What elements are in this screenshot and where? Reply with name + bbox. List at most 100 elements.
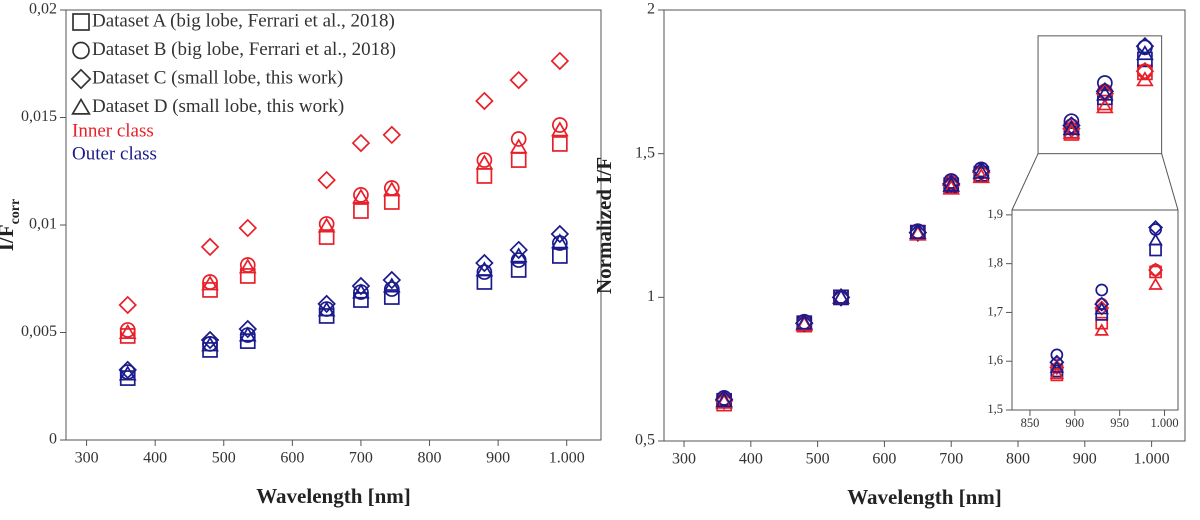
marker-triangle	[908, 223, 927, 240]
marker-triangle	[475, 154, 494, 170]
marker-diamond	[351, 133, 371, 153]
marker-circle	[476, 152, 493, 168]
marker-diamond	[118, 360, 137, 380]
marker-diamond	[1062, 119, 1081, 138]
marker-circle	[1095, 283, 1109, 297]
marker-square	[353, 203, 369, 219]
y-tick-label: 0,01	[29, 216, 57, 233]
marker-diamond	[382, 125, 402, 145]
x-tick-label: 600	[280, 450, 304, 467]
marker-triangle	[201, 275, 219, 291]
marker-diamond	[1135, 61, 1155, 81]
marker-triangle	[509, 138, 528, 154]
marker-triangle	[1094, 323, 1109, 336]
y-tick-label: 0	[49, 431, 57, 448]
marker-triangle	[1136, 44, 1154, 61]
marker-square	[72, 13, 90, 31]
marker-square	[383, 289, 400, 305]
x-axis-label: Wavelength [nm]	[847, 485, 1002, 509]
marker-diamond	[972, 161, 991, 181]
y-tick-label: 1,9	[987, 207, 1003, 221]
marker-triangle	[795, 314, 814, 330]
marker-diamond	[351, 276, 371, 296]
marker-circle	[476, 264, 493, 280]
y-axis-label-main: I/F	[0, 224, 18, 251]
marker-diamond	[972, 163, 991, 182]
legend-label: Dataset D (small lobe, this work)	[92, 96, 344, 117]
marker-triangle	[972, 163, 991, 179]
marker-triangle	[352, 188, 370, 204]
marker-diamond	[317, 294, 336, 314]
x-tick-label: 300	[672, 451, 696, 468]
marker-triangle	[238, 258, 257, 274]
marker-diamond	[509, 70, 528, 90]
zoom-connector	[1011, 153, 1039, 211]
legend-label: Dataset A (big lobe, Ferrari et al., 201…	[92, 10, 395, 31]
x-tick-label: 600	[872, 451, 896, 468]
marker-circle	[1063, 113, 1080, 130]
marker-diamond	[200, 237, 220, 257]
y-tick-label: 1,5	[987, 402, 1003, 416]
marker-triangle	[715, 392, 733, 408]
marker-diamond	[475, 91, 494, 111]
marker-square	[239, 268, 256, 284]
marker-diamond	[1095, 84, 1115, 103]
marker-triangle	[201, 336, 219, 352]
marker-square	[1095, 316, 1109, 330]
x-tick-label: 400	[739, 451, 763, 468]
marker-triangle	[1096, 98, 1114, 114]
marker-circle	[1096, 75, 1113, 91]
marker-diamond	[118, 295, 137, 315]
marker-diamond	[70, 68, 92, 90]
marker-triangle	[1096, 85, 1114, 101]
zoom-box	[1037, 35, 1163, 155]
marker-triangle	[475, 261, 494, 277]
marker-diamond	[1135, 36, 1155, 56]
marker-circle	[72, 41, 90, 60]
marker-diamond	[509, 240, 528, 260]
marker-triangle	[118, 323, 137, 339]
marker-triangle	[238, 326, 257, 342]
y-tick-label: 0,015	[21, 108, 57, 125]
legend-label: Dataset B (big lobe, Ferrari et al., 201…	[92, 39, 396, 60]
marker-triangle	[1049, 360, 1065, 373]
marker-triangle	[1136, 71, 1154, 87]
marker-triangle	[1094, 301, 1109, 315]
legend-label: Dataset C (small lobe, this work)	[92, 67, 343, 88]
marker-circle	[383, 281, 400, 297]
y-axis-label: I/Fcorr	[0, 199, 23, 252]
marker-triangle	[972, 167, 991, 184]
x-tick-label: 1.000	[549, 450, 585, 467]
marker-square	[318, 229, 335, 245]
y-tick-label: 0,02	[29, 1, 57, 18]
x-tick-label: 1.000	[1134, 451, 1170, 468]
y-tick-label: 0,005	[21, 323, 57, 340]
x-tick-label: 500	[212, 450, 236, 467]
marker-diamond	[382, 270, 402, 290]
marker-triangle	[352, 283, 370, 299]
x-tick-label: 300	[75, 450, 99, 467]
x-tick-label: 800	[1006, 451, 1030, 468]
marker-triangle	[509, 247, 528, 263]
marker-circle	[551, 117, 568, 133]
y-axis-label-main: Normalized I/F	[592, 157, 616, 294]
marker-triangle	[551, 233, 569, 249]
marker-diamond	[714, 391, 734, 411]
x-tick-label: 800	[418, 450, 442, 467]
marker-circle	[943, 173, 960, 189]
y-tick-label: 0,5	[635, 432, 655, 449]
y-axis-label: Normalized I/F	[592, 157, 616, 294]
y-tick-label: 1,5	[635, 144, 655, 161]
marker-diamond	[238, 319, 258, 339]
marker-triangle	[942, 176, 961, 192]
legend-class: Outer class	[72, 143, 157, 164]
marker-triangle	[317, 301, 336, 317]
marker-diamond	[908, 223, 928, 242]
marker-triangle	[1148, 233, 1163, 246]
x-tick-label: 950	[1110, 416, 1129, 430]
x-tick-label: 850	[1021, 416, 1040, 430]
marker-diamond	[1148, 262, 1164, 278]
marker-triangle	[1062, 123, 1081, 139]
marker-square	[551, 136, 568, 152]
marker-diamond	[475, 253, 494, 273]
